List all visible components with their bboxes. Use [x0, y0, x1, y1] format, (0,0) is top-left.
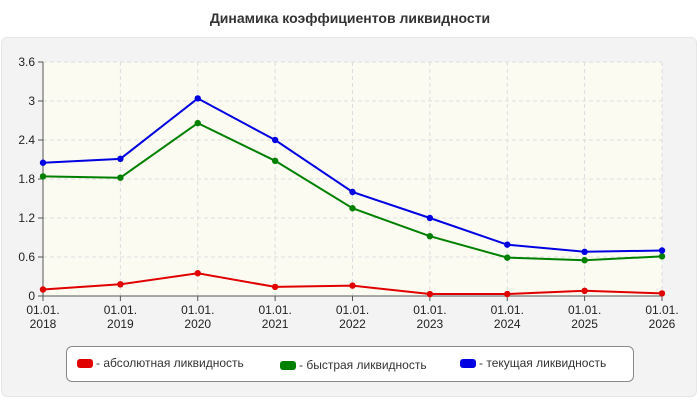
data-point-0[interactable] [117, 281, 124, 288]
data-point-2[interactable] [271, 136, 279, 144]
y-tick-label: 0 [28, 289, 35, 303]
data-point-2[interactable] [349, 188, 356, 196]
data-point-2[interactable] [581, 248, 588, 255]
data-point-1[interactable] [194, 119, 201, 127]
data-point-1[interactable] [504, 254, 511, 261]
x-tick-label-day: 01.01. [491, 303, 524, 317]
x-tick-label-year: 2018 [30, 317, 57, 331]
data-point-2[interactable] [658, 247, 666, 254]
x-tick-label-day: 01.01. [413, 303, 446, 317]
data-point-0[interactable] [39, 286, 47, 293]
y-tick-label: 2.4 [18, 133, 35, 147]
legend-swatch-absolute [77, 358, 93, 368]
data-point-0[interactable] [194, 270, 201, 277]
x-tick-label-day: 01.01. [181, 303, 214, 317]
legend-label-absolute: - абсолютная ликвидность [96, 356, 244, 370]
chart-legend: - абсолютная ликвидность - быстрая ликви… [66, 346, 634, 382]
legend-swatch-quick [280, 360, 296, 370]
data-point-1[interactable] [426, 233, 434, 240]
y-tick-label: 3.6 [18, 55, 35, 69]
data-point-1[interactable] [271, 157, 279, 164]
x-tick-label-day: 01.01. [26, 303, 59, 317]
data-point-1[interactable] [658, 253, 666, 260]
x-tick-label-year: 2020 [184, 317, 211, 331]
data-point-2[interactable] [194, 95, 201, 102]
legend-item-quick[interactable]: - быстрая ликвидность [280, 357, 427, 373]
x-tick-label-day: 01.01. [336, 303, 369, 317]
y-tick-label: 0.6 [18, 250, 35, 264]
x-tick-label-year: 2019 [107, 317, 134, 331]
chart-title: Динамика коэффициентов ликвидности [209, 10, 491, 26]
y-tick-label: 1.8 [18, 172, 35, 186]
x-tick-label-year: 2021 [262, 317, 289, 331]
data-point-2[interactable] [426, 214, 434, 222]
legend-label-quick: - быстрая ликвидность [299, 358, 427, 372]
data-point-2[interactable] [504, 241, 511, 248]
legend-label-current: - текущая ликвидность [479, 356, 607, 370]
x-tick-label-day: 01.01. [104, 303, 137, 317]
data-point-1[interactable] [39, 173, 47, 180]
data-point-1[interactable] [581, 257, 588, 264]
x-tick-label-year: 2023 [417, 317, 444, 331]
data-point-0[interactable] [504, 290, 511, 298]
legend-item-absolute[interactable]: - абсолютная ликвидность [77, 355, 244, 371]
data-point-2[interactable] [39, 159, 47, 166]
x-tick-label-year: 2026 [649, 317, 676, 331]
legend-swatch-current [460, 358, 476, 368]
y-tick-label: 1.2 [18, 211, 35, 225]
x-tick-label-day: 01.01. [258, 303, 291, 317]
data-point-0[interactable] [426, 290, 434, 298]
data-point-0[interactable] [658, 290, 666, 297]
x-tick-label-day: 01.01. [568, 303, 601, 317]
data-point-0[interactable] [271, 283, 279, 291]
x-tick-label-year: 2025 [571, 317, 598, 331]
y-tick-label: 3 [28, 94, 35, 108]
x-tick-label-day: 01.01. [645, 303, 678, 317]
x-tick-label-year: 2024 [494, 317, 521, 331]
data-point-1[interactable] [349, 205, 356, 212]
data-point-2[interactable] [117, 155, 124, 163]
x-tick-label-year: 2022 [339, 317, 366, 331]
legend-item-current[interactable]: - текущая ликвидность [460, 355, 606, 371]
data-point-1[interactable] [117, 174, 124, 181]
data-point-0[interactable] [349, 282, 356, 289]
data-point-0[interactable] [581, 287, 588, 294]
